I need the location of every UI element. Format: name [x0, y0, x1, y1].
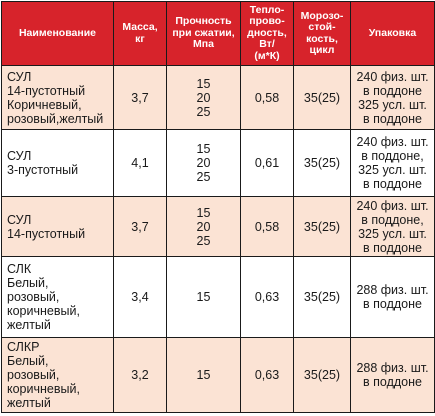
- header-packing: Упаковка: [350, 1, 435, 66]
- cell-frost-resistance: 35(25): [293, 196, 351, 257]
- cell-packing: 240 физ. шт. в поддоне 325 усл. шт. в по…: [350, 65, 435, 130]
- cell-mass: 4,1: [113, 129, 167, 197]
- header-conductivity: Тепло- прово- дность, Вт/ (м*К): [240, 1, 294, 66]
- cell-packing: 288 физ. шт. в поддоне: [350, 256, 435, 338]
- cell-conductivity: 0,61: [240, 129, 294, 197]
- table-row: СЛК Белый, розовый, коричневый, желтый 3…: [1, 256, 435, 338]
- cell-conductivity: 0,63: [240, 256, 294, 338]
- table-row: СУЛ 14-пустотный 3,7 15 20 25 0,58 35(25…: [1, 196, 435, 257]
- table-row: СЛКР Белый, розовый, коричневый, желтый …: [1, 337, 435, 413]
- cell-strength: 15 20 25: [166, 65, 241, 130]
- header-frost-resistance: Морозо- стой- кость, цикл: [293, 1, 351, 66]
- cell-mass: 3,4: [113, 256, 167, 338]
- cell-frost-resistance: 35(25): [293, 256, 351, 338]
- cell-strength: 15 20 25: [166, 129, 241, 197]
- cell-strength: 15 20 25: [166, 196, 241, 257]
- cell-frost-resistance: 35(25): [293, 129, 351, 197]
- cell-mass: 3,2: [113, 337, 167, 413]
- header-strength: Прочность при сжатии, Мпа: [166, 1, 241, 66]
- cell-name: СЛКР Белый, розовый, коричневый, желтый: [1, 337, 114, 413]
- cell-strength: 15: [166, 337, 241, 413]
- cell-packing: 240 физ. шт. в поддоне, 325 усл. шт. в п…: [350, 196, 435, 257]
- cell-mass: 3,7: [113, 196, 167, 257]
- cell-strength: 15: [166, 256, 241, 338]
- table-row: СУЛ 3-пустотный 4,1 15 20 25 0,61 35(25)…: [1, 129, 435, 197]
- cell-frost-resistance: 35(25): [293, 65, 351, 130]
- cell-frost-resistance: 35(25): [293, 337, 351, 413]
- cell-name: СЛК Белый, розовый, коричневый, желтый: [1, 256, 114, 338]
- cell-conductivity: 0,58: [240, 196, 294, 257]
- cell-conductivity: 0,58: [240, 65, 294, 130]
- cell-packing: 288 физ. шт. в поддоне: [350, 337, 435, 413]
- cell-mass: 3,7: [113, 65, 167, 130]
- cell-name: СУЛ 14-пустотный Коричневый, розовый,жел…: [1, 65, 114, 130]
- header-row: Наименование Масса, кг Прочность при сжа…: [1, 1, 435, 66]
- table-row: СУЛ 14-пустотный Коричневый, розовый,жел…: [1, 65, 435, 130]
- header-name: Наименование: [1, 1, 114, 66]
- cell-name: СУЛ 14-пустотный: [1, 196, 114, 257]
- cell-packing: 240 физ. шт. в поддоне, 325 усл. шт. в п…: [350, 129, 435, 197]
- cell-name: СУЛ 3-пустотный: [1, 129, 114, 197]
- header-mass: Масса, кг: [113, 1, 167, 66]
- cell-conductivity: 0,63: [240, 337, 294, 413]
